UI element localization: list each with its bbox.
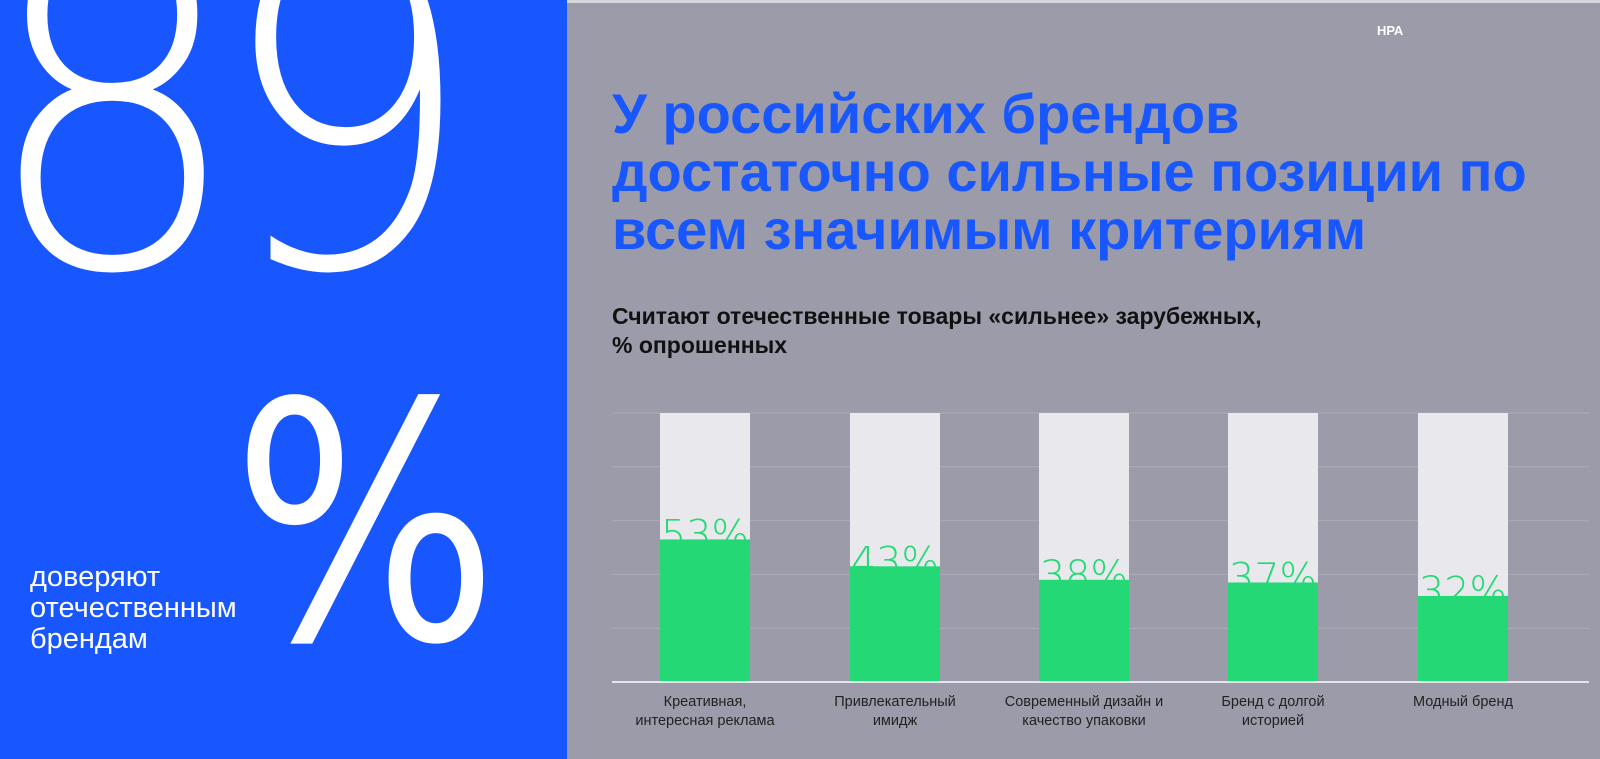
- chart-title: Считают отечественные товары «сильнее» з…: [612, 302, 1512, 360]
- bar-value-label: 37%: [1229, 555, 1317, 601]
- hero-caption: доверяют отечественным брендам: [30, 562, 310, 655]
- category-label-line: интересная реклама: [635, 713, 775, 729]
- hero-caption-line: отечественным: [30, 592, 237, 624]
- bar-value-label: 53%: [661, 512, 749, 558]
- chart-title-line: % опрошенных: [612, 332, 788, 358]
- category-label: Креативная, интересная реклама: [610, 693, 800, 731]
- bar: [1418, 595, 1508, 682]
- category-label-line: качество упаковки: [1022, 713, 1146, 729]
- bar: [1039, 579, 1129, 682]
- hero-number: 89: [0, 0, 476, 374]
- category-label-line: историей: [1241, 713, 1305, 729]
- bar-value-label: 38%: [1040, 553, 1128, 599]
- hero-caption-line: доверяют: [30, 561, 161, 593]
- hero-percent-sign: %: [232, 333, 499, 717]
- category-label: Современный дизайн и качество упаковки: [989, 693, 1179, 731]
- category-label-line: имидж: [872, 713, 918, 729]
- chart-title-line: Считают отечественные товары «сильнее» з…: [612, 303, 1262, 329]
- category-label: Бренд с долгой историей: [1178, 693, 1368, 731]
- category-label-line: Креативная,: [663, 694, 747, 710]
- page-title: У российских брендов достаточно сильные …: [612, 82, 1527, 261]
- bar-value-label: 43%: [851, 539, 939, 585]
- bar: [1228, 582, 1318, 682]
- bar: [850, 566, 940, 682]
- bar: [660, 539, 750, 682]
- category-label-line: Привлекательный: [834, 694, 956, 710]
- category-label: Привлекательный имидж: [800, 693, 990, 731]
- hero-panel: 89 % доверяют отечественным брендам: [0, 0, 567, 759]
- brand-label: НРА: [1377, 23, 1404, 38]
- bar-value-label: 32%: [1419, 569, 1507, 615]
- category-label-line: Бренд с долгой: [1221, 694, 1325, 710]
- category-label-line: Модный бренд: [1413, 694, 1513, 710]
- category-label-line: Современный дизайн и: [1004, 694, 1164, 710]
- hero-caption-line: брендам: [30, 623, 148, 655]
- category-label: Модный бренд: [1368, 693, 1558, 712]
